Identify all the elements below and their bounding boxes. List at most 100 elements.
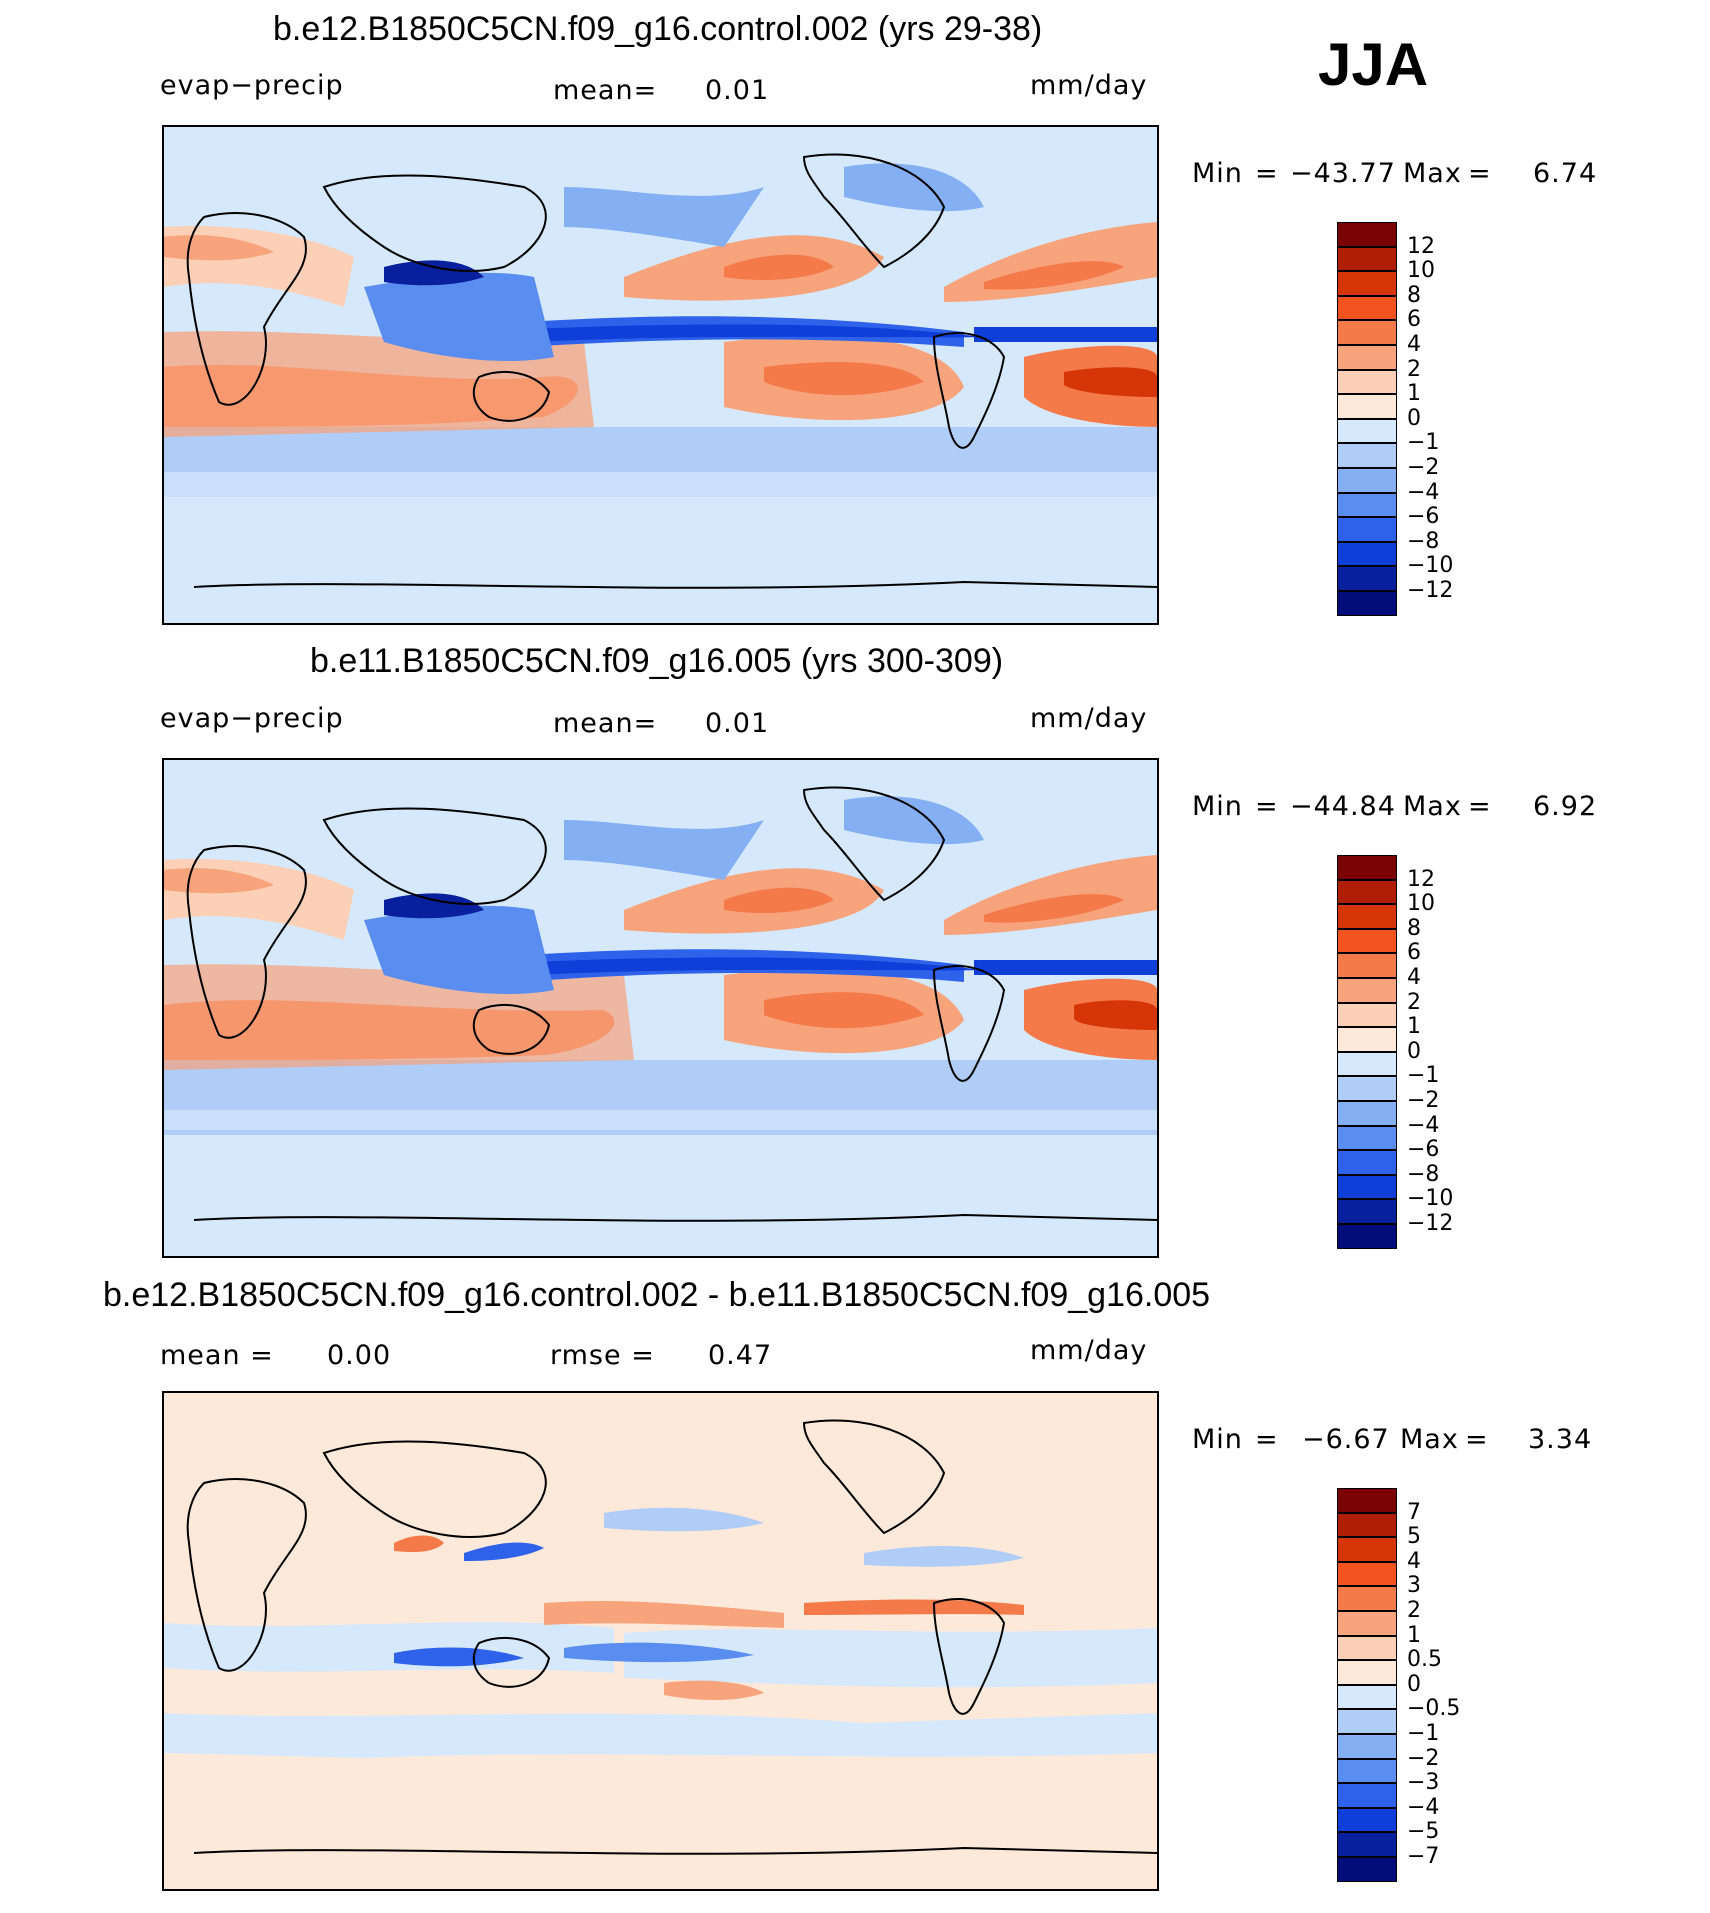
colorbar-swatch (1337, 492, 1397, 518)
colorbar-tick-label: 3 (1407, 1573, 1421, 1599)
colorbar-tick-label: −10 (1407, 553, 1454, 579)
colorbar-swatch (1337, 541, 1397, 567)
colorbar-tick-label: 2 (1407, 1598, 1421, 1623)
map-top (162, 125, 1159, 625)
colorbar-swatch (1337, 978, 1397, 1003)
panel-title-top: b.e12.B1850C5CN.f09_g16.control.002 (yrs… (273, 10, 1043, 48)
min-value-middle: −44.84 (1290, 791, 1396, 822)
min-value-bottom: −6.67 (1302, 1424, 1390, 1455)
colorbar-swatch (1337, 443, 1397, 468)
colorbar-tick-label: −1 (1407, 430, 1440, 456)
rmse-label-bottom: rmse = (550, 1340, 655, 1371)
colorbar-swatch (1337, 1611, 1397, 1636)
colorbar-swatch (1337, 1488, 1397, 1513)
colorbar-tick-label: −12 (1407, 1211, 1454, 1236)
colorbar-swatch (1337, 855, 1397, 880)
colorbar-swatch (1337, 468, 1397, 493)
colorbar-swatch (1337, 879, 1397, 905)
colorbar-tick-label: 2 (1407, 356, 1421, 382)
colorbar-tick-label: 0 (1407, 405, 1421, 431)
colorbar-swatch (1337, 1101, 1397, 1126)
colorbar-tick-label: −2 (1407, 1088, 1440, 1113)
max-label-top: Max (1403, 158, 1462, 189)
units-label-top: mm/day (1030, 70, 1148, 101)
colorbar-tick-label: 2 (1407, 989, 1421, 1015)
colorbar-tick-label: 1 (1407, 1014, 1421, 1040)
colorbar-tick-label: −8 (1407, 528, 1440, 554)
colorbar-swatch (1337, 1709, 1397, 1734)
max-value-middle: 6.92 (1533, 791, 1598, 822)
colorbar-tick-label: 1 (1407, 1622, 1421, 1648)
max-eq-middle: = (1468, 791, 1492, 822)
panel-title-bottom: b.e12.B1850C5CN.f09_g16.control.002 - b.… (103, 1276, 1211, 1314)
colorbar-tick-label: −7 (1407, 1844, 1440, 1869)
max-value-bottom: 3.34 (1528, 1424, 1593, 1455)
colorbar-swatch (1337, 591, 1397, 616)
max-eq-bottom: = (1465, 1424, 1489, 1455)
colorbar-tick-label: 10 (1407, 258, 1435, 284)
colorbar-swatch (1337, 418, 1397, 444)
mean-value-top: 0.01 (705, 75, 770, 106)
colorbar-tick-label: 6 (1407, 940, 1421, 966)
colorbar-swatch (1337, 369, 1397, 395)
min-label-middle: Min (1192, 791, 1243, 822)
colorbar-swatch (1337, 1684, 1397, 1710)
units-label-bottom: mm/day (1030, 1335, 1148, 1366)
colorbar-tick-label: −10 (1407, 1186, 1454, 1212)
min-eq-middle: = (1255, 791, 1279, 822)
colorbar-tick-label: −4 (1407, 1794, 1440, 1820)
colorbar-swatch (1337, 928, 1397, 954)
panel-title-middle: b.e11.B1850C5CN.f09_g16.005 (yrs 300-309… (310, 642, 1004, 680)
colorbar-swatch (1337, 1758, 1397, 1784)
colorbar-tick-label: 12 (1407, 233, 1435, 259)
colorbar-swatch (1337, 904, 1397, 929)
colorbar-tick-label: 4 (1407, 332, 1421, 357)
colorbar-tick-label: −2 (1407, 1745, 1440, 1771)
units-label-middle: mm/day (1030, 703, 1148, 734)
colorbar-tick-label: −6 (1407, 1137, 1440, 1163)
min-eq-bottom: = (1255, 1424, 1279, 1455)
colorbar-tick-label: −4 (1407, 479, 1440, 505)
map-bottom (162, 1391, 1159, 1891)
colorbar-top: 12 10 8 6 4 2 1 0 −1 −2 −4 −6 −8 −10 −12 (1337, 222, 1453, 616)
colorbar-tick-label: −8 (1407, 1161, 1440, 1187)
max-value-top: 6.74 (1533, 158, 1598, 189)
colorbar-swatch (1337, 1199, 1397, 1224)
colorbar-tick-label: 12 (1407, 866, 1435, 892)
mean-value-middle: 0.01 (705, 708, 770, 739)
colorbar-swatch (1337, 1783, 1397, 1808)
map-field-top (164, 127, 1157, 623)
min-eq-top: = (1255, 158, 1279, 189)
colorbar-swatch (1337, 953, 1397, 978)
map-middle (162, 758, 1159, 1258)
colorbar-swatch (1337, 394, 1397, 419)
colorbar-tick-label: −1 (1407, 1721, 1440, 1746)
colorbar-tick-label: 10 (1407, 891, 1435, 917)
colorbar-tick-label: −3 (1407, 1770, 1440, 1796)
mean-label-top: mean= (553, 75, 658, 106)
colorbar-bottom: 7 5 4 3 2 1 0.5 0 −0.5 −1 −2 −3 −4 −5 −7 (1337, 1488, 1460, 1882)
colorbar-swatch (1337, 1857, 1397, 1882)
colorbar-swatch (1337, 345, 1397, 370)
field-label-top: evap−precip (160, 70, 344, 101)
colorbar-tick-label: 7 (1407, 1499, 1421, 1525)
rmse-value-bottom: 0.47 (708, 1340, 773, 1371)
colorbar-tick-label: −4 (1407, 1112, 1440, 1138)
colorbar-swatch (1337, 271, 1397, 296)
max-eq-top: = (1468, 158, 1492, 189)
colorbar-swatch (1337, 320, 1397, 345)
max-label-bottom: Max (1400, 1424, 1459, 1455)
colorbar-swatch (1337, 1512, 1397, 1538)
min-value-top: −43.77 (1290, 158, 1396, 189)
colorbar-tick-label: 1 (1407, 381, 1421, 407)
colorbar-tick-label: −1 (1407, 1063, 1440, 1089)
colorbar-tick-label: 5 (1407, 1524, 1421, 1550)
colorbar-swatch (1337, 1561, 1397, 1587)
colorbar-swatch (1337, 1027, 1397, 1052)
colorbar-tick-label: −12 (1407, 578, 1454, 603)
mean-label-bottom: mean = (160, 1340, 274, 1371)
colorbar-swatch (1337, 1002, 1397, 1028)
map-field-bottom (164, 1393, 1157, 1889)
colorbar-tick-label: 0.5 (1407, 1647, 1442, 1673)
colorbar-tick-label: 0 (1407, 1038, 1421, 1064)
